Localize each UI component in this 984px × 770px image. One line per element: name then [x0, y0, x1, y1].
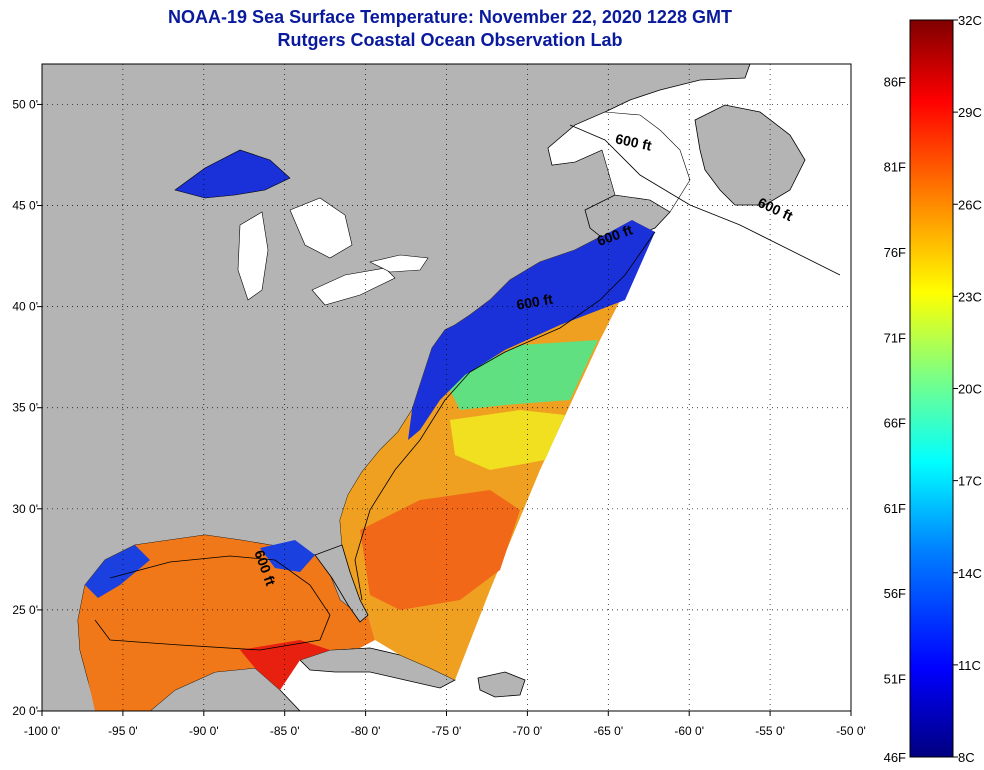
map-subtitle: Rutgers Coastal Ocean Observation Lab [277, 30, 623, 50]
isobath-line-shelf [354, 231, 656, 601]
colorbar-f-label: 46F [884, 750, 906, 765]
lon-tick-label: -95 0' [108, 724, 138, 738]
land-newfoundland [694, 104, 806, 206]
sst-atlantic-orange-band [360, 490, 520, 610]
land-florida [314, 544, 369, 623]
sst-caribbean-hot [240, 640, 330, 690]
longitude-axis: -100 0' -95 0' -90 0' -85 0' -80 0' -75 0' -70… [24, 711, 866, 738]
isobath-label: 600 ft [614, 130, 653, 153]
colorbar [909, 19, 954, 758]
colorbar-f-label: 51F [884, 672, 906, 687]
colorbar-celsius-labels: 32C 29C 26C 23C 20C 17C 14C 11C 8C [953, 13, 982, 765]
isobath-line-north [569, 124, 841, 276]
colorbar-f-label: 61F [884, 501, 906, 516]
colorbar-c-label: 17C [958, 474, 982, 489]
lake-superior [174, 149, 291, 199]
colorbar-f-label: 71F [884, 330, 906, 345]
sst-atlantic-green [445, 340, 598, 410]
lat-tick-label: 25 0' [12, 603, 38, 617]
lon-tick-label: -75 0' [432, 724, 462, 738]
lon-tick-label: -60 0' [674, 724, 704, 738]
colorbar-c-label: 26C [958, 197, 982, 212]
lake-ontario [369, 254, 429, 273]
lat-tick-label: 20 0' [12, 704, 38, 718]
lon-tick-label: -65 0' [593, 724, 623, 738]
colorbar-c-label: 8C [958, 750, 975, 765]
colorbar-f-label: 81F [884, 160, 906, 175]
lon-tick-label: -80 0' [351, 724, 381, 738]
lon-tick-label: -85 0' [270, 724, 300, 738]
colorbar-f-label: 66F [884, 416, 906, 431]
lake-huron [289, 197, 353, 259]
lon-tick-label: -90 0' [189, 724, 219, 738]
colorbar-c-label: 29C [958, 105, 982, 120]
lon-tick-label: -50 0' [836, 724, 866, 738]
lat-tick-label: 30 0' [12, 502, 38, 516]
sst-gulf-coastal-cold [85, 545, 150, 598]
lon-tick-label: -70 0' [513, 724, 543, 738]
lake-michigan [237, 211, 269, 301]
land-cuba [299, 647, 456, 689]
lake-erie [311, 267, 396, 306]
latitude-axis: 20 0' 25 0' 30 0' 35 0' 40 0' 45 0' 50 0' [12, 97, 42, 718]
lat-tick-label: 45 0' [12, 199, 38, 213]
colorbar-c-label: 11C [958, 658, 981, 673]
colorbar-f-label: 86F [884, 74, 906, 89]
lon-tick-label: -100 0' [24, 724, 60, 738]
sst-gulf-coastal-cold-2 [260, 540, 315, 572]
colorbar-f-label: 76F [884, 245, 906, 260]
lon-tick-label: -55 0' [755, 724, 785, 738]
colorbar-c-label: 32C [958, 13, 982, 28]
sst-atlantic-cold-shelf [408, 220, 655, 440]
colorbar-c-label: 14C [958, 566, 982, 581]
map-title: NOAA-19 Sea Surface Temperature: Novembe… [168, 7, 732, 27]
gulf-st-lawrence [547, 111, 691, 213]
colorbar-f-label: 56F [884, 586, 906, 601]
lat-tick-label: 40 0' [12, 300, 38, 314]
isobath-line-gulf [94, 555, 331, 651]
colorbar-c-label: 20C [958, 382, 982, 397]
sst-gulf-of-mexico [78, 535, 375, 711]
isobath-label: 600 ft [515, 291, 554, 313]
colorbar-c-label: 23C [958, 289, 982, 304]
colorbar-fahrenheit-labels: 86F 81F 76F 71F 66F 61F 56F 51F 46F [884, 74, 906, 765]
sst-atlantic-yellow [450, 410, 565, 470]
lat-tick-label: 50 0' [12, 97, 38, 111]
lat-tick-label: 35 0' [12, 401, 38, 415]
land-hispaniola [477, 671, 526, 698]
